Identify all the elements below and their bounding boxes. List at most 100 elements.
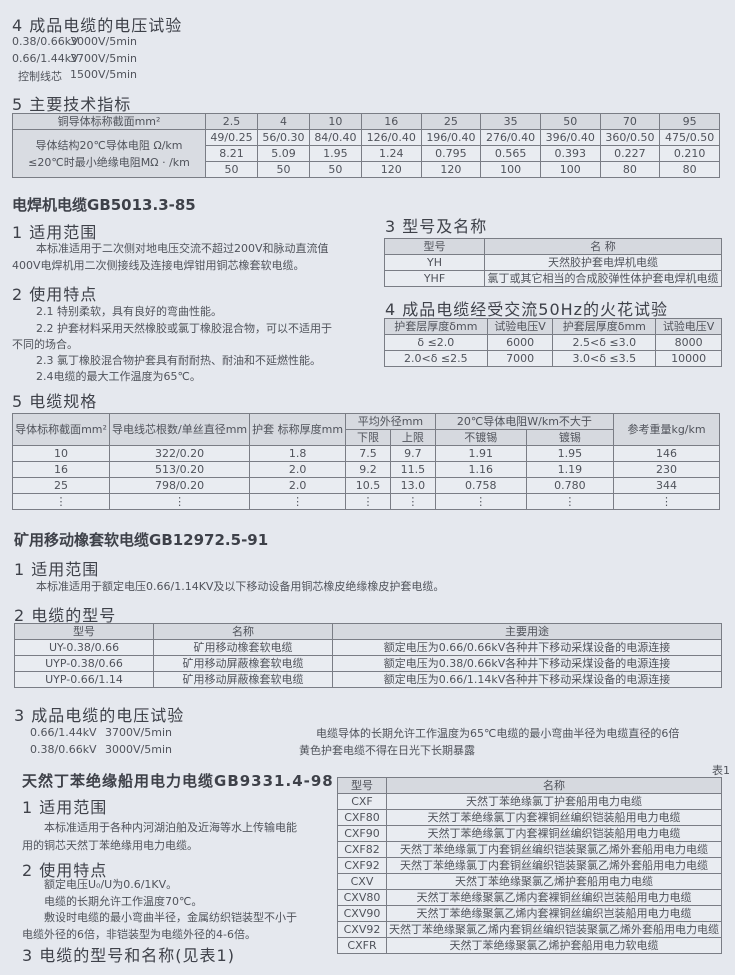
table-cell: 13.0 <box>389 477 436 494</box>
section-heading: 2 使用特点 <box>12 285 98 304</box>
column-header: 名称 <box>386 777 722 794</box>
table-cell: 额定电压为0.66/1.14kV各种井下移动采煤设备的电源连接 <box>332 671 722 688</box>
header-diameter: 平均外径mm <box>345 413 436 430</box>
standard-title: 天然丁苯绝缘船用电力电缆GB9331.4-98 <box>22 772 334 790</box>
structure-cell: 396/0.40 <box>539 129 601 146</box>
table-cell: ⋮ <box>12 493 110 510</box>
table-cell: 2.0 <box>249 461 347 478</box>
column-header: 名称 <box>153 623 333 640</box>
feature-item: 敷设时电缆的最小弯曲半径，金属纺织铠装型不小于 <box>44 911 297 924</box>
table-cell: 2.0<δ ≤2.5 <box>384 350 488 367</box>
row-label-line: ≤20℃时最小绝缘电阻MΩ · /km <box>28 155 190 169</box>
section-heading: 3 成品电缆的电压试验 <box>14 706 185 725</box>
insulation-cell: 120 <box>420 161 482 178</box>
table-cell: 146 <box>613 445 720 462</box>
column-header: 主要用途 <box>332 623 722 640</box>
voltage-rating: 控制线芯 <box>18 70 62 83</box>
paragraph: 本标准适用于各种内河湖泊舶及近海等水上传输电能 <box>44 821 297 834</box>
size-header: 95 <box>659 113 720 130</box>
resistance-cell: 1.95 <box>308 145 362 162</box>
paragraph: 本标准适用于二次侧对地电压交流不超过200V和脉动直流值 <box>36 242 329 255</box>
table-cell: 2.0 <box>249 477 347 494</box>
table-cell: CXFR <box>337 937 387 954</box>
section-heading: 4 成品电缆经受交流50Hz的火花试验 <box>385 300 669 319</box>
table-cell: 10.5 <box>345 477 391 494</box>
table-cell: 1.95 <box>525 445 615 462</box>
table-row: CXFR 天然丁苯绝缘聚氯乙烯护套船用电力软电缆 <box>337 937 722 954</box>
table-cell: 天然胶护套电焊机电缆 <box>484 254 722 271</box>
table-row: CXV90 天然丁苯绝缘聚氯乙烯内套裸铜丝编织岂装船用电力电缆 <box>337 905 722 922</box>
table-cell: CXV <box>337 873 387 890</box>
table-cell: 矿用移动屏蔽橡套软电缆 <box>153 671 333 688</box>
table-cell: YHF <box>384 270 485 287</box>
paragraph: 400V电焊机用二次侧接线及连接电焊钳用铜芯橡套软电缆。 <box>12 259 305 272</box>
table-row: CXF80 天然丁苯绝缘氯丁内套裸铜丝编织铠装船用电力电缆 <box>337 809 722 826</box>
table-row: CXF90 天然丁苯绝缘氯丁内套裸铜丝编织铠装船用电力电缆 <box>337 825 722 842</box>
size-header: 70 <box>599 113 661 130</box>
size-header: 25 <box>420 113 482 130</box>
section-heading: 5 主要技术指标 <box>12 95 132 114</box>
table-cell: 322/0.20 <box>108 445 251 462</box>
voltage-rating: 0.66/1.44kV <box>30 726 97 739</box>
voltage-test: 1500V/5min <box>70 68 137 81</box>
table-row: CXF92 天然丁苯绝缘氯丁内套铜丝编织铠装聚氯乙烯外套船用电力电缆 <box>337 857 722 874</box>
table-cell: ⋮ <box>525 493 615 510</box>
table-cell: CXF <box>337 793 387 810</box>
column-header: 护套层厚度δmm <box>552 318 657 335</box>
size-header: 2.5 <box>205 113 258 130</box>
table-cell: CXV90 <box>337 905 387 922</box>
table-row: UYP-0.66/1.14 矿用移动屏蔽橡套软电缆 额定电压为0.66/1.14kV… <box>14 671 722 688</box>
header-upper: 上限 <box>389 429 436 446</box>
welding-models-table: 型号名 称 YH 天然胶护套电焊机电缆 YHF 氯丁或其它相当的合成胶弹性体护套电焊机电… <box>384 238 722 287</box>
table-cell: 天然丁苯绝缘聚氯乙烯内套裸铜丝编织岂装船用电力电缆 <box>386 905 722 922</box>
structure-cell: 56/0.30 <box>256 129 310 146</box>
structure-cell: 276/0.40 <box>480 129 541 146</box>
table-cell: CXV80 <box>337 889 387 906</box>
column-header: 型号 <box>337 777 387 794</box>
table-cell: 天然丁苯绝缘聚氯乙烯内套铜丝编织铠装聚氯乙烯外套船用电力电缆 <box>386 921 722 938</box>
table-cell: UY-0.38/0.66 <box>14 639 154 656</box>
table-row: CXV92 天然丁苯绝缘聚氯乙烯内套铜丝编织铠装聚氯乙烯外套船用电力电缆 <box>337 921 722 938</box>
size-header: 50 <box>539 113 601 130</box>
table-cell: 矿用移动屏蔽橡套软电缆 <box>153 655 333 672</box>
structure-cell: 49/0.25 <box>205 129 258 146</box>
resistance-cell: 0.565 <box>480 145 541 162</box>
table-row: YH 天然胶护套电焊机电缆 <box>384 254 722 271</box>
note: 黄色护套电缆不得在日光下长期暴露 <box>299 744 475 757</box>
table-cell: 氯丁或其它相当的合成胶弹性体护套电焊机电缆 <box>484 270 722 287</box>
feature-item: 电缆的长期允许工作温度70℃。 <box>44 895 203 908</box>
table-cell: 额定电压为0.38/0.66kV各种井下移动采煤设备的电源连接 <box>332 655 722 672</box>
table-cell: 344 <box>613 477 720 494</box>
table-cell: CXF80 <box>337 809 387 826</box>
row-label: 导体结构20℃导体电阻 Ω/km ≤20℃时最小绝缘电阻MΩ · /km <box>12 129 206 178</box>
table-cell: CXV92 <box>337 921 387 938</box>
insulation-cell: 100 <box>539 161 601 178</box>
row-label: 铜导体标称截面mm² <box>12 113 206 130</box>
section-heading: 1 适用范围 <box>12 223 98 242</box>
table-row: YHF 氯丁或其它相当的合成胶弹性体护套电焊机电缆 <box>384 270 722 287</box>
table-cell: 10000 <box>655 350 722 367</box>
table-cell: CXF92 <box>337 857 387 874</box>
table-cell: CXF90 <box>337 825 387 842</box>
resistance-cell: 0.393 <box>539 145 601 162</box>
header-resistance: 20℃导体电阻W/km不大于 <box>434 413 615 430</box>
table-row: 2.0<δ ≤2.5 7000 3.0<δ ≤3.5 10000 <box>384 350 722 367</box>
table-row: CXV80 天然丁苯绝缘聚氯乙烯内套裸铜丝编织岂装船用电力电缆 <box>337 889 722 906</box>
table-cell: 230 <box>613 461 720 478</box>
table-cell: 1.91 <box>434 445 527 462</box>
header-row: 护套层厚度δmm 试验电压V 护套层厚度δmm 试验电压V <box>384 318 722 335</box>
table-cell: 天然丁苯绝缘氯丁内套铜丝编织铠装聚氯乙烯外套船用电力电缆 <box>386 857 722 874</box>
feature-item: 额定电压U₀/U为0.6/1KV。 <box>44 878 178 891</box>
voltage-rating: 0.38/0.66kV <box>30 743 97 756</box>
table-cell: ⋮ <box>345 493 391 510</box>
table-cell: 天然丁苯绝缘氯丁内套铜丝编织铠装聚氯乙烯外套船用电力电缆 <box>386 841 722 858</box>
table-cell: 25 <box>12 477 110 494</box>
feature-item: 2.3 氯丁橡胶混合物护套具有耐耐热、耐油和不延燃性能。 <box>36 354 321 367</box>
table-row: UY-0.38/0.66 矿用移动橡套软电缆 额定电压为0.66/0.66kV各种井… <box>14 639 722 656</box>
feature-item: 2.1 特别柔软，具有良好的弯曲性能。 <box>36 305 222 318</box>
header-untinned: 不镀锡 <box>434 429 527 446</box>
table-row: 50 50 50 120 120 100 100 80 80 <box>13 161 720 178</box>
feature-item: 2.4电缆的最大工作温度为65℃。 <box>36 370 201 383</box>
structure-cell: 360/0.50 <box>599 129 661 146</box>
table-row: CXF 天然丁苯绝缘氯丁护套船用电力电缆 <box>337 793 722 810</box>
